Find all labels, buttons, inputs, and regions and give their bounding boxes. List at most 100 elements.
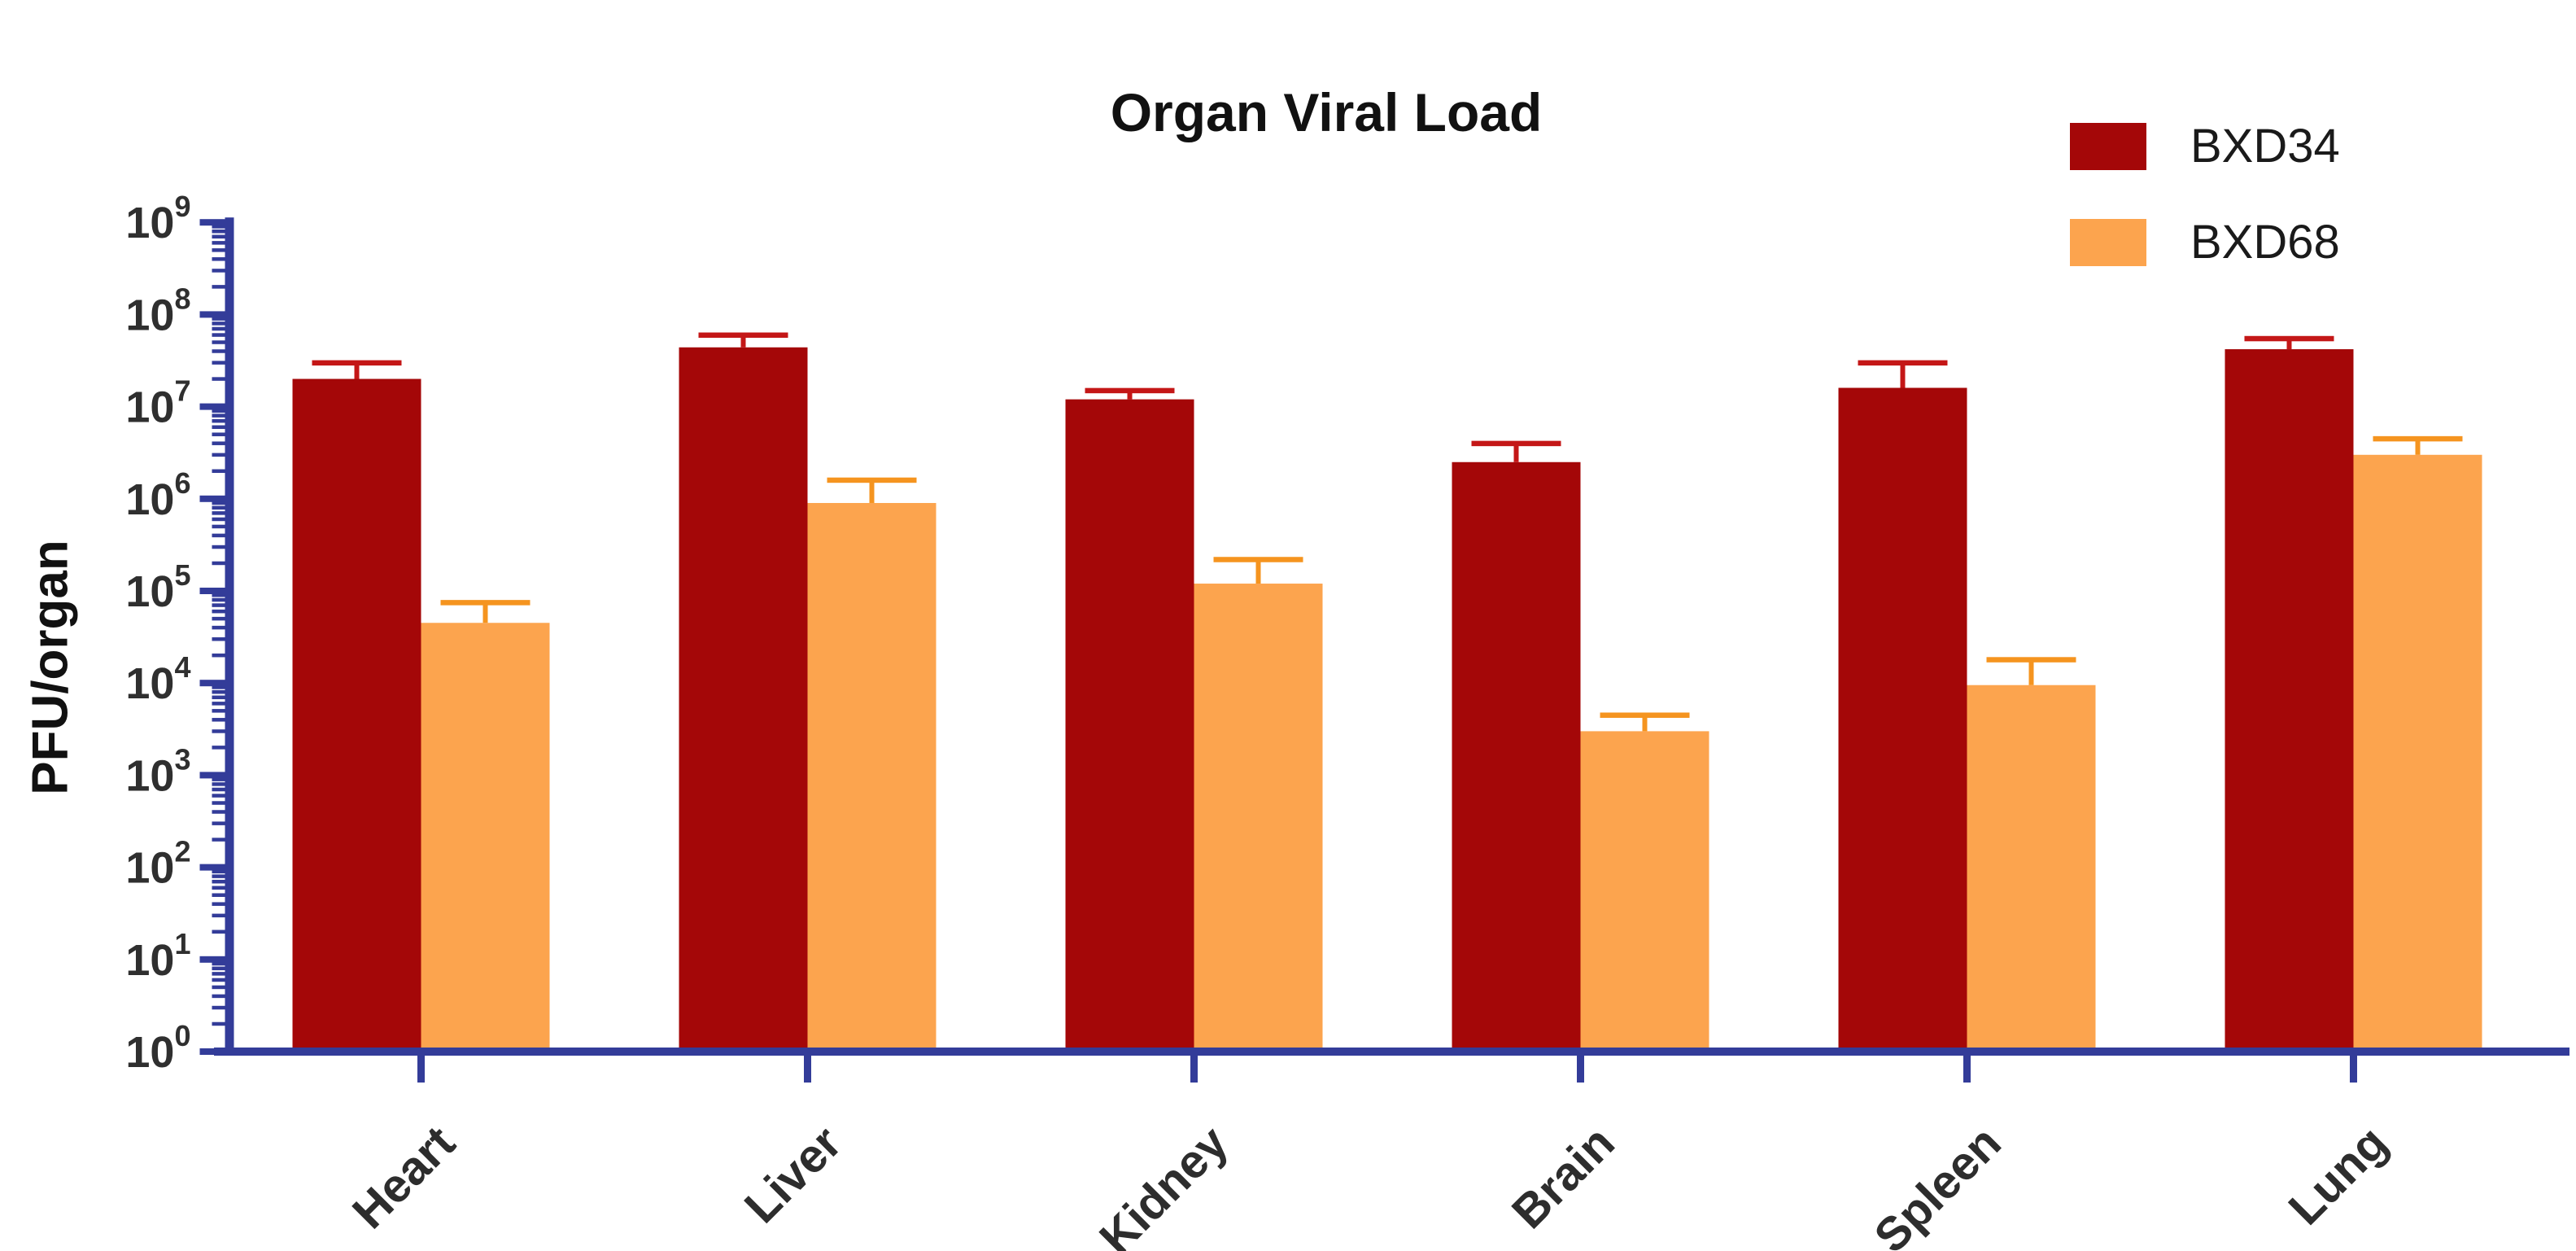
y-minor-tick: [212, 869, 225, 874]
error-stem-lung-bxd68: [2415, 438, 2421, 455]
error-stem-spleen-bxd68: [2028, 659, 2034, 685]
y-minor-tick: [212, 505, 225, 510]
y-minor-tick: [212, 453, 225, 457]
error-stem-liver-bxd68: [869, 479, 875, 503]
y-tick-label: 102: [125, 835, 190, 893]
error-cap-kidney-bxd68: [1213, 557, 1303, 562]
x-tick: [2350, 1056, 2357, 1083]
legend-label-bxd68: BXD68: [2190, 216, 2340, 269]
error-cap-kidney-bxd34: [1085, 387, 1175, 394]
y-minor-tick: [212, 838, 225, 842]
error-stem-heart-bxd68: [482, 602, 488, 623]
y-minor-tick: [212, 340, 225, 344]
error-cap-brain-bxd68: [1600, 712, 1690, 718]
y-major-tick: [199, 219, 225, 226]
y-minor-tick: [212, 248, 225, 252]
error-cap-spleen-bxd68: [1986, 657, 2076, 663]
bar-liver-bxd34: [679, 347, 808, 1052]
y-minor-tick: [212, 269, 225, 273]
y-major-tick: [199, 1048, 225, 1055]
y-tick-label: 103: [125, 742, 190, 800]
y-minor-tick: [212, 782, 225, 786]
error-stem-liver-bxd34: [740, 335, 746, 348]
y-minor-tick: [212, 966, 225, 971]
y-minor-tick: [212, 425, 225, 430]
y-minor-tick: [212, 985, 225, 990]
y-major-tick: [199, 403, 225, 410]
legend-item-bxd34: BXD34: [2070, 122, 2340, 171]
y-minor-tick: [212, 533, 225, 538]
y-minor-tick: [212, 718, 225, 722]
y-minor-tick: [212, 1005, 225, 1010]
error-stem-kidney-bxd34: [1127, 390, 1133, 400]
x-category-label: Heart: [343, 1116, 465, 1239]
y-minor-tick: [212, 524, 225, 529]
error-cap-heart-bxd68: [440, 600, 530, 606]
bar-spleen-bxd68: [1967, 685, 2096, 1052]
y-tick-label: 101: [125, 927, 190, 985]
y-minor-tick: [212, 597, 225, 602]
x-category-label: Lung: [2279, 1116, 2398, 1235]
y-minor-tick: [212, 978, 225, 982]
y-minor-tick: [212, 225, 225, 229]
bar-spleen-bxd34: [1838, 387, 1967, 1052]
y-major-tick: [199, 864, 225, 871]
x-category-label: Kidney: [1089, 1116, 1238, 1251]
y-tick-label: 109: [125, 190, 190, 247]
y-minor-tick: [212, 972, 225, 976]
y-minor-tick: [212, 695, 225, 700]
error-cap-lung-bxd34: [2244, 335, 2334, 342]
bar-lung-bxd34: [2225, 349, 2354, 1052]
y-minor-tick: [212, 961, 225, 966]
y-minor-tick: [212, 257, 225, 261]
error-cap-liver-bxd68: [827, 477, 917, 483]
y-minor-tick: [212, 625, 225, 630]
error-stem-heart-bxd34: [354, 362, 360, 379]
y-minor-tick: [212, 930, 225, 934]
bar-heart-bxd34: [292, 378, 421, 1052]
x-category-label: Spleen: [1864, 1116, 2011, 1251]
y-major-tick: [199, 495, 225, 502]
y-minor-tick: [212, 361, 225, 365]
y-minor-tick: [212, 636, 225, 641]
y-minor-tick: [212, 777, 225, 781]
y-minor-tick: [212, 685, 225, 689]
y-minor-tick: [212, 810, 225, 814]
y-minor-tick: [212, 729, 225, 733]
x-category-label: Brain: [1502, 1116, 1625, 1239]
y-minor-tick: [212, 787, 225, 792]
legend-swatch-bxd68-icon: [2070, 219, 2146, 266]
y-minor-tick: [212, 545, 225, 549]
y-minor-tick: [212, 441, 225, 445]
y-minor-tick: [212, 517, 225, 522]
bar-brain-bxd34: [1452, 461, 1581, 1052]
y-tick-label: 108: [125, 282, 190, 339]
y-minor-tick: [212, 285, 225, 289]
y-minor-tick: [212, 413, 225, 418]
y-tick-label: 107: [125, 374, 190, 432]
error-stem-brain-bxd34: [1513, 443, 1519, 462]
y-minor-tick: [212, 333, 225, 337]
y-minor-tick: [212, 317, 225, 321]
y-minor-tick: [212, 511, 225, 515]
y-minor-tick: [212, 409, 225, 413]
y-major-tick: [199, 588, 225, 594]
y-minor-tick: [212, 874, 225, 878]
x-tick: [1577, 1056, 1584, 1083]
y-minor-tick: [212, 801, 225, 805]
error-stem-lung-bxd34: [2286, 338, 2292, 350]
legend: BXD34 BXD68: [2070, 122, 2340, 314]
error-stem-kidney-bxd68: [1255, 559, 1261, 584]
bar-kidney-bxd34: [1065, 399, 1194, 1052]
bar-heart-bxd68: [421, 623, 550, 1052]
bar-lung-bxd68: [2353, 454, 2482, 1052]
y-major-tick: [199, 680, 225, 687]
y-minor-tick: [212, 913, 225, 918]
x-tick: [804, 1056, 811, 1083]
chart-title: Organ Viral Load: [1110, 82, 1543, 142]
error-stem-spleen-bxd34: [1900, 362, 1906, 388]
y-minor-tick: [212, 821, 225, 825]
y-tick-label: 100: [125, 1019, 190, 1077]
y-minor-tick: [212, 893, 225, 897]
